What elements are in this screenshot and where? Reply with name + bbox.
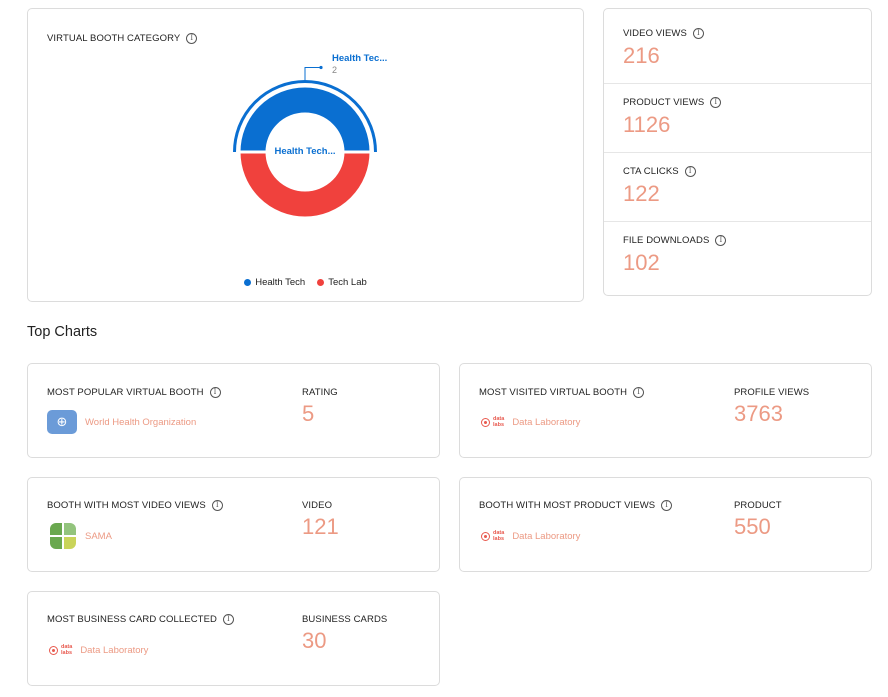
category-card-title: VIRTUAL BOOTH CATEGORY <box>47 33 181 44</box>
metric-label: BUSINESS CARDS <box>302 614 388 625</box>
top-chart-card: MOST BUSINESS CARD COLLECTED i data labs D… <box>27 591 440 686</box>
data-labs-logo-icon: data labs <box>481 530 504 542</box>
who-logo-icon: ⊕ <box>47 410 77 434</box>
info-icon[interactable]: i <box>715 235 727 246</box>
info-icon[interactable]: i <box>186 33 198 44</box>
info-icon[interactable]: i <box>209 387 221 398</box>
stat-value: 216 <box>623 43 660 68</box>
legend-dot-health-tech <box>244 279 252 286</box>
card-title: MOST BUSINESS CARD COLLECTED <box>47 614 217 625</box>
legend-label: Health Tech <box>255 277 306 288</box>
metric-value: 121 <box>302 514 339 539</box>
stat-value: 102 <box>623 250 660 275</box>
donut-center-label: Health Tech... <box>274 146 336 157</box>
category-card-header: VIRTUAL BOOTH CATEGORY i <box>47 33 198 44</box>
top-chart-card: MOST POPULAR VIRTUAL BOOTH i ⊕ World Heal… <box>27 363 440 458</box>
info-icon[interactable]: i <box>661 500 673 511</box>
legend-dot-tech-lab <box>317 279 325 286</box>
booth-entity[interactable]: data labs Data Laboratory <box>481 416 580 428</box>
booth-entity[interactable]: data labs Data Laboratory <box>481 530 580 542</box>
divider <box>604 83 871 84</box>
entity-name: Data Laboratory <box>512 530 581 542</box>
stat-label: VIDEO VIEWS <box>623 28 687 39</box>
stat-product-views: PRODUCT VIEWS i 1126 <box>623 97 722 137</box>
metric-label: RATING <box>302 387 338 398</box>
tooltip-label: Health Tec... <box>332 53 388 64</box>
virtual-booth-category-card: VIRTUAL BOOTH CATEGORY i Health Tec... 2… <box>27 8 584 302</box>
metric-value: 30 <box>302 628 327 653</box>
stat-value: 122 <box>623 181 660 206</box>
top-chart-card: MOST VISITED VIRTUAL BOOTH i data labs Dat… <box>459 363 872 458</box>
info-icon[interactable]: i <box>222 614 234 625</box>
stat-value: 1126 <box>623 112 671 137</box>
info-icon[interactable]: i <box>633 387 645 398</box>
divider <box>604 221 871 222</box>
donut-slice-health-tech[interactable] <box>240 87 370 153</box>
metric-label: PROFILE VIEWS <box>734 387 810 398</box>
legend-label: Tech Lab <box>328 277 367 288</box>
sama-logo-icon <box>49 522 77 550</box>
info-icon[interactable]: i <box>710 97 722 108</box>
booth-entity[interactable]: SAMA <box>49 522 112 550</box>
entity-name: Data Laboratory <box>80 644 149 656</box>
card-title: MOST POPULAR VIRTUAL BOOTH <box>47 387 204 398</box>
stat-cta-clicks: CTA CLICKS i 122 <box>623 166 696 205</box>
chart-legend: Health Tech Tech Lab <box>28 277 583 288</box>
info-icon[interactable]: i <box>211 500 223 511</box>
entity-name: SAMA <box>85 530 112 542</box>
donut-slice-tech-lab[interactable] <box>240 151 370 217</box>
legend-item-health-tech[interactable]: Health Tech <box>244 277 305 288</box>
legend-item-tech-lab[interactable]: Tech Lab <box>317 277 367 288</box>
metric-label: VIDEO <box>302 500 333 511</box>
stat-file-downloads: FILE DOWNLOADS i 102 <box>623 235 727 275</box>
booth-entity[interactable]: data labs Data Laboratory <box>49 644 148 656</box>
entity-name: World Health Organization <box>85 416 197 428</box>
top-chart-card: BOOTH WITH MOST VIDEO VIEWS i SAMA VIDEO … <box>27 477 440 572</box>
category-donut-chart <box>233 65 377 217</box>
stat-video-views: VIDEO VIEWS i 216 <box>623 28 704 67</box>
chart-tooltip: Health Tec... 2 <box>332 53 387 75</box>
metric-value: 5 <box>302 401 315 426</box>
booth-entity[interactable]: ⊕ World Health Organization <box>47 410 196 434</box>
info-icon[interactable]: i <box>684 166 696 177</box>
tooltip-leader-dot <box>319 65 323 70</box>
metric-label: PRODUCT <box>734 500 782 511</box>
metric-value: 3763 <box>734 401 783 426</box>
metric-value: 550 <box>734 514 771 539</box>
data-labs-logo-icon: data labs <box>49 644 72 656</box>
tooltip-value: 2 <box>332 65 338 75</box>
data-labs-logo-icon: data labs <box>481 416 504 428</box>
top-chart-card: BOOTH WITH MOST PRODUCT VIEWS i data labs … <box>459 477 872 572</box>
card-title: MOST VISITED VIRTUAL BOOTH <box>479 387 628 398</box>
info-icon[interactable]: i <box>692 28 704 39</box>
stat-label: FILE DOWNLOADS <box>623 235 710 246</box>
stats-card: VIDEO VIEWS i 216 PRODUCT VIEWS i 1126 CTA… <box>603 8 872 296</box>
stat-label: PRODUCT VIEWS <box>623 97 705 108</box>
stat-label: CTA CLICKS <box>623 166 679 177</box>
tooltip-leader-line <box>304 67 321 82</box>
divider <box>604 152 871 153</box>
card-title: BOOTH WITH MOST VIDEO VIEWS <box>47 500 206 511</box>
card-title: BOOTH WITH MOST PRODUCT VIEWS <box>479 500 656 511</box>
top-charts-title: Top Charts <box>27 324 98 340</box>
entity-name: Data Laboratory <box>512 416 581 428</box>
